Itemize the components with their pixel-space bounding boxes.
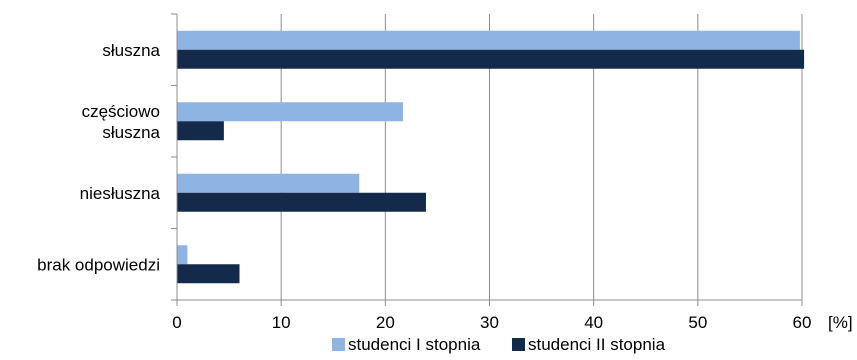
- bars: [177, 30, 805, 284]
- x-tick-label: 50: [688, 313, 707, 332]
- legend-label-series-1: studenci I stopnia: [348, 335, 481, 354]
- category-label: niesłuszna: [80, 184, 161, 203]
- category-label: słuszna: [102, 41, 160, 60]
- x-tick-labels: 0 10 20 30 40 50 60: [172, 313, 811, 332]
- category-labels: słuszna częściowo słuszna niesłuszna brak od…: [37, 41, 160, 275]
- x-tick-label: 10: [272, 313, 291, 332]
- x-tick-label: 60: [793, 313, 812, 332]
- x-tick-label: 0: [172, 313, 181, 332]
- x-tick-label: 30: [480, 313, 499, 332]
- category-label: częściowo: [82, 102, 160, 121]
- bar-series-1: [177, 173, 360, 193]
- bar-series-2: [177, 49, 805, 69]
- bar-series-2: [177, 192, 426, 212]
- category-label: słuszna: [102, 123, 160, 142]
- bar-series-2: [177, 264, 240, 284]
- legend: studenci I stopnia studenci II stopnia: [332, 335, 666, 354]
- category-label: brak odpowiedzi: [37, 255, 160, 274]
- bar-series-1: [177, 245, 188, 265]
- x-tick-label: 40: [584, 313, 603, 332]
- x-tick-label: 20: [376, 313, 395, 332]
- x-unit-label: [%]: [828, 313, 853, 332]
- legend-swatch-series-1: [332, 338, 345, 351]
- legend-label-series-2: studenci II stopnia: [528, 335, 666, 354]
- bar-series-2: [177, 121, 224, 141]
- bar-series-1: [177, 30, 800, 50]
- legend-swatch-series-2: [512, 338, 525, 351]
- bar-series-1: [177, 102, 404, 122]
- axes: [171, 13, 803, 306]
